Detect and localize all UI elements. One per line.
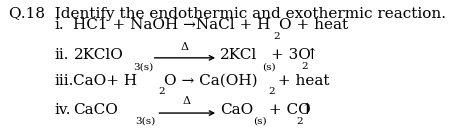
Text: Δ: Δ — [182, 96, 191, 106]
Text: + CO: + CO — [264, 103, 310, 117]
Text: iv.: iv. — [55, 103, 71, 117]
Text: 2KClO: 2KClO — [73, 48, 123, 62]
Text: + 3O: + 3O — [271, 48, 311, 62]
Text: 2KCl: 2KCl — [220, 48, 258, 62]
Text: 2: 2 — [273, 32, 280, 41]
Text: O + heat: O + heat — [279, 18, 348, 32]
Text: Q.18  Identify the endothermic and exothermic reaction.: Q.18 Identify the endothermic and exothe… — [9, 7, 447, 21]
Text: 3(s): 3(s) — [135, 117, 155, 126]
Text: CaO: CaO — [220, 103, 254, 117]
Text: 2: 2 — [268, 87, 275, 96]
Text: 2: 2 — [158, 87, 165, 96]
Text: ↑: ↑ — [305, 48, 318, 62]
Text: (s): (s) — [254, 117, 267, 126]
Text: 2: 2 — [301, 62, 308, 71]
Text: (s): (s) — [262, 62, 275, 71]
Text: i.: i. — [55, 18, 64, 32]
Text: iii.: iii. — [55, 74, 74, 88]
Text: CaO+ H: CaO+ H — [73, 74, 137, 88]
Text: O → Ca(OH): O → Ca(OH) — [164, 74, 258, 88]
Text: 2: 2 — [297, 117, 303, 126]
Text: + heat: + heat — [273, 74, 329, 88]
Text: 3(s): 3(s) — [134, 62, 154, 71]
Text: HC1 + NaOH →NaCl + H: HC1 + NaOH →NaCl + H — [73, 18, 271, 32]
Text: ii.: ii. — [55, 48, 69, 62]
Text: CaCO: CaCO — [73, 103, 118, 117]
Text: Δ: Δ — [180, 42, 188, 52]
Text: ↑: ↑ — [301, 103, 313, 117]
